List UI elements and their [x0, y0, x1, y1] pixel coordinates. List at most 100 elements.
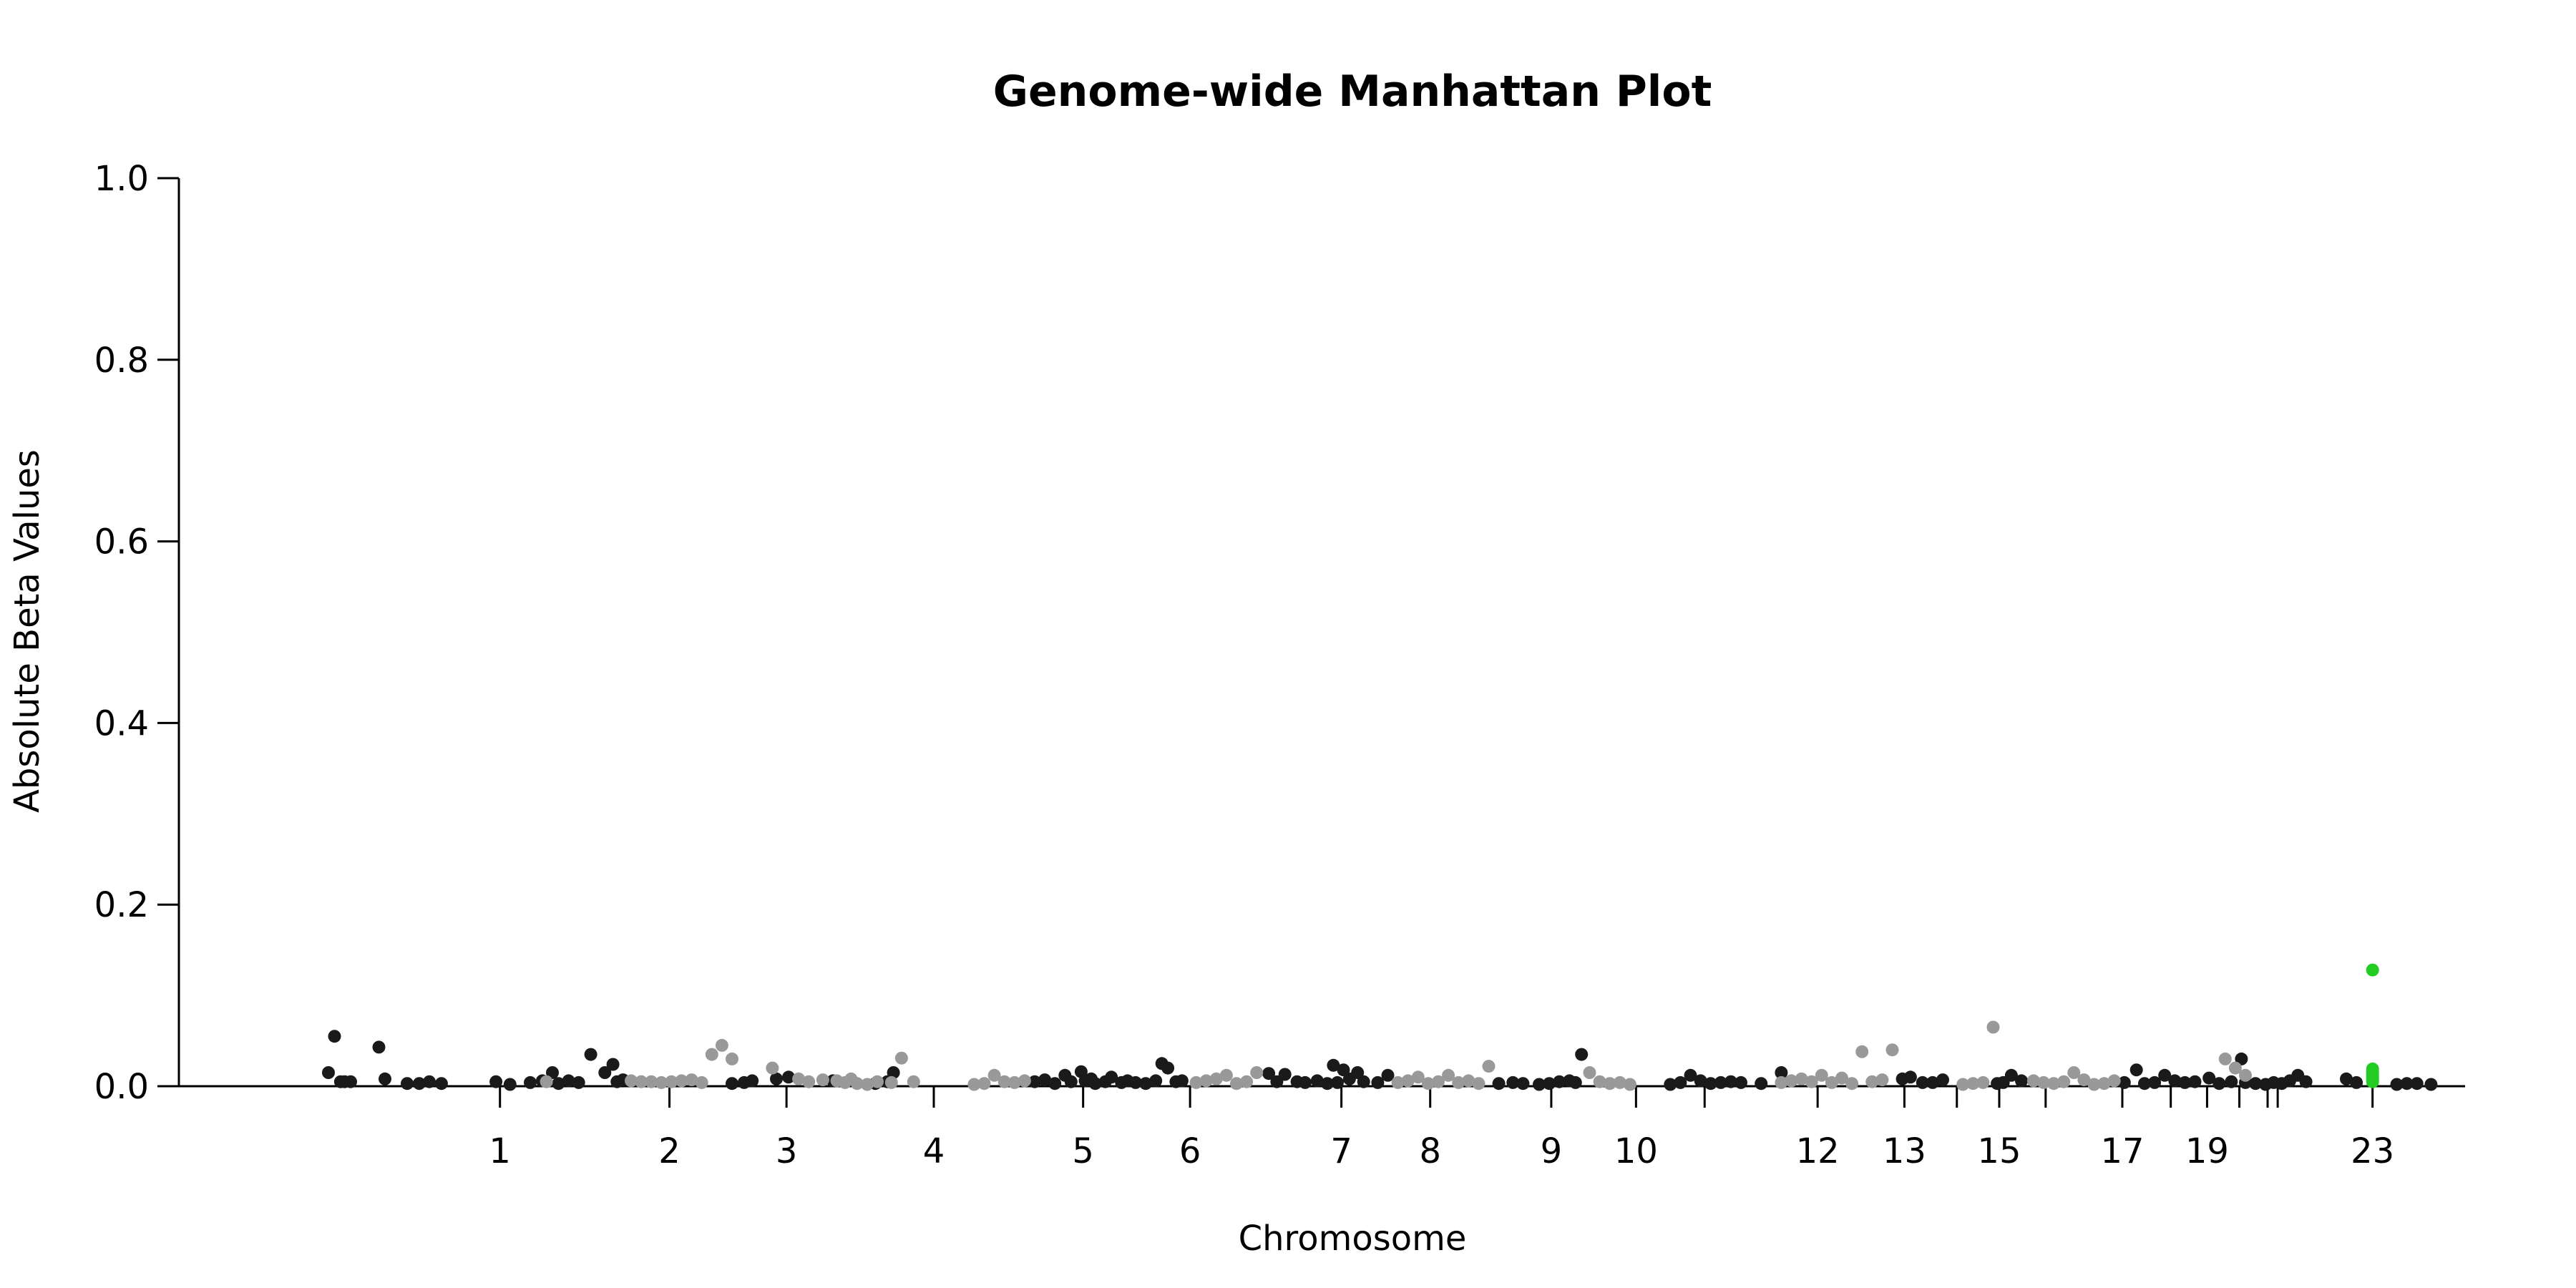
- data-point: [1506, 1075, 1520, 1089]
- data-point: [584, 1048, 597, 1061]
- data-point: [1755, 1077, 1768, 1091]
- data-point: [1553, 1075, 1566, 1088]
- y-tick-label: 0.8: [94, 341, 149, 381]
- data-point: [1664, 1078, 1677, 1091]
- data-point: [1603, 1077, 1616, 1091]
- data-point: [977, 1077, 991, 1091]
- data-point: [2077, 1073, 2091, 1087]
- data-point: [598, 1066, 612, 1079]
- data-point: [503, 1078, 517, 1091]
- data-point: [1575, 1048, 1589, 1061]
- data-point: [1976, 1075, 1990, 1089]
- y-axis-label: Absolute Beta Values: [7, 449, 47, 813]
- data-point: [792, 1072, 806, 1085]
- data-point: [328, 1030, 341, 1043]
- data-point: [884, 1075, 898, 1089]
- data-point: [1139, 1077, 1153, 1091]
- data-point: [2004, 1068, 2018, 1082]
- data-point: [2410, 1077, 2424, 1091]
- data-point: [434, 1077, 448, 1091]
- data-point: [1230, 1077, 1243, 1091]
- data-point: [1161, 1061, 1175, 1075]
- data-point: [2158, 1068, 2172, 1082]
- data-point: [1533, 1078, 1546, 1091]
- data-point: [1421, 1077, 1435, 1091]
- x-tick-label: 19: [2185, 1131, 2229, 1171]
- data-point: [2188, 1075, 2202, 1088]
- data-point: [1583, 1066, 1596, 1079]
- data-point: [2057, 1075, 2071, 1088]
- data-point: [746, 1074, 759, 1088]
- y-tick-label: 1.0: [94, 159, 149, 199]
- data-point: [1735, 1075, 1747, 1089]
- data-point: [816, 1073, 829, 1087]
- y-tick-label: 0.4: [94, 703, 149, 743]
- data-point: [1815, 1068, 1828, 1082]
- data-point: [715, 1038, 728, 1052]
- data-point: [1903, 1070, 1917, 1084]
- data-point: [1966, 1077, 1980, 1091]
- data-point: [766, 1061, 779, 1075]
- x-tick-label: 6: [1179, 1131, 1201, 1171]
- data-point: [2026, 1074, 2040, 1088]
- data-point: [1064, 1075, 1078, 1088]
- data-point: [322, 1066, 335, 1079]
- data-point: [894, 1051, 908, 1065]
- data-point: [987, 1068, 1001, 1082]
- data-point: [1482, 1060, 1496, 1073]
- data-point: [685, 1073, 698, 1087]
- data-point: [1442, 1068, 1455, 1082]
- data-point: [1795, 1072, 1808, 1085]
- data-point: [1623, 1078, 1636, 1091]
- data-point: [625, 1074, 638, 1088]
- data-point: [2178, 1075, 2192, 1089]
- data-point: [2366, 1075, 2379, 1088]
- x-tick-label: 13: [1883, 1131, 1926, 1171]
- data-point: [540, 1075, 553, 1088]
- data-point: [1835, 1071, 1848, 1085]
- data-point: [726, 1077, 738, 1091]
- data-point: [1381, 1068, 1395, 1082]
- data-point: [1262, 1067, 1276, 1080]
- data-point: [1674, 1075, 1687, 1089]
- data-point: [1613, 1075, 1626, 1089]
- data-points: [322, 963, 2438, 1091]
- data-point: [2097, 1077, 2111, 1091]
- x-tick-label: 17: [2100, 1131, 2144, 1171]
- data-point: [489, 1075, 503, 1088]
- data-point: [2350, 1075, 2363, 1089]
- data-point: [2218, 1052, 2232, 1065]
- data-point: [1492, 1077, 1506, 1091]
- data-point: [2117, 1075, 2131, 1089]
- data-point: [1391, 1075, 1405, 1089]
- data-point: [1240, 1075, 1254, 1088]
- data-point: [1219, 1068, 1233, 1082]
- y-tick-label: 0.0: [94, 1067, 149, 1107]
- data-point: [1175, 1074, 1189, 1088]
- data-point: [1785, 1074, 1798, 1088]
- data-point: [1986, 1020, 2000, 1034]
- data-point: [1516, 1077, 1530, 1091]
- data-point: [1298, 1075, 1312, 1089]
- data-point: [1371, 1075, 1385, 1089]
- x-tick-label: 23: [2351, 1131, 2394, 1171]
- data-point: [1865, 1075, 1879, 1088]
- data-point: [967, 1078, 981, 1091]
- data-point: [401, 1077, 414, 1091]
- data-point: [635, 1075, 648, 1088]
- data-point: [2340, 1072, 2353, 1085]
- data-point: [1875, 1073, 1889, 1087]
- data-point: [1568, 1075, 1582, 1089]
- x-tick-label: 12: [1796, 1131, 1840, 1171]
- data-point: [2212, 1077, 2226, 1091]
- data-point: [1885, 1043, 1899, 1057]
- data-point: [1704, 1077, 1717, 1091]
- data-point: [2168, 1074, 2182, 1088]
- data-point: [705, 1048, 718, 1061]
- data-point: [1543, 1077, 1556, 1091]
- data-point: [1038, 1073, 1052, 1087]
- data-point: [850, 1077, 864, 1091]
- data-point: [1694, 1074, 1707, 1088]
- data-point: [1105, 1070, 1118, 1084]
